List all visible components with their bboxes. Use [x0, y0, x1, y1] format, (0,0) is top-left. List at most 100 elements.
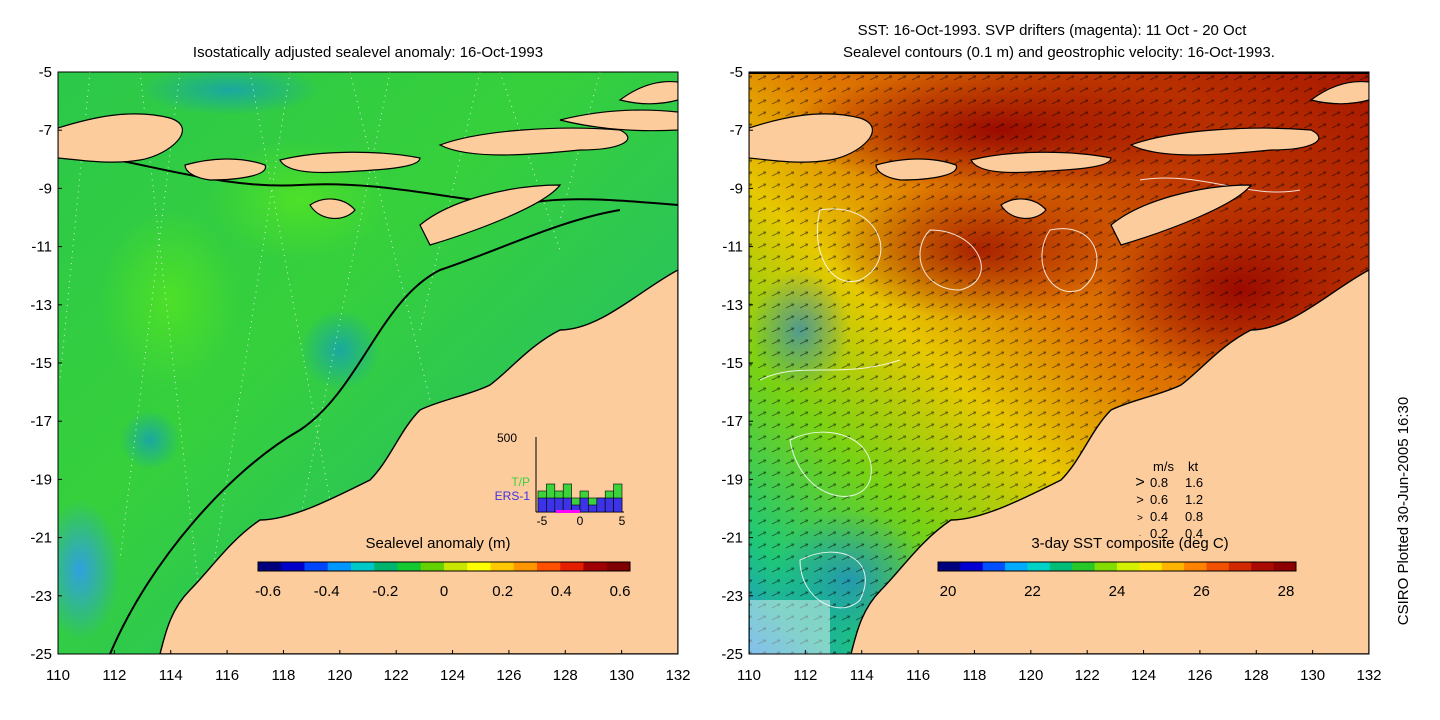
- velocity-legend-kt: 0.8: [1185, 509, 1203, 524]
- inset-legend-ers: ERS-1: [495, 489, 531, 503]
- inset-x-tick-min: -5: [537, 514, 548, 528]
- velocity-legend-arrow: ·: [1139, 531, 1142, 540]
- left-colorbar-cell: [327, 562, 352, 571]
- right-map-y-tick: -19: [721, 471, 743, 488]
- inset-bars: [537, 483, 623, 513]
- right-colorbar-cell: [982, 562, 1006, 571]
- right-map-y-tick: -5: [730, 64, 743, 81]
- right-map-x-tick: 128: [1244, 667, 1269, 684]
- right-colorbar-cell: [1184, 562, 1207, 571]
- right-colorbar-cell: [960, 562, 984, 571]
- left-colorbar-tick: 0.2: [492, 583, 513, 600]
- right-map-y-tick: -15: [721, 355, 743, 372]
- right-map-x-tick: 122: [1075, 667, 1100, 684]
- right-colorbar-cell: [1161, 562, 1185, 571]
- left-colorbar-cell: [583, 562, 608, 571]
- right-colorbar-cell: [1005, 562, 1028, 571]
- right-map-y-tick: -7: [730, 122, 743, 139]
- left-map-y-tick: -25: [30, 646, 52, 663]
- velocity-legend-arrow: >: [1137, 513, 1143, 524]
- right-map-x-tick: 126: [1187, 667, 1212, 684]
- right-colorbar-tick: 22: [1024, 583, 1041, 600]
- left-colorbar-cell: [351, 562, 375, 571]
- right-colorbar-cell: [1049, 562, 1073, 571]
- inset-y-label: 500: [497, 431, 517, 445]
- right-map-y-tick: -21: [721, 530, 743, 547]
- right-colorbar-cell: [1251, 562, 1275, 571]
- velocity-legend-arrow: >: [1135, 474, 1144, 491]
- inset-legend-tp: T/P: [511, 475, 530, 489]
- velocity-legend-header-ms: m/s: [1153, 459, 1174, 474]
- velocity-legend-kt: 1.6: [1185, 475, 1203, 490]
- velocity-legend-kt: 0.4: [1185, 526, 1203, 541]
- left-colorbar-tick: -0.2: [372, 583, 398, 600]
- right-map-title-line1: SST: 16-Oct-1993. SVP drifters (magenta)…: [858, 22, 1248, 39]
- right-colorbar-tick: 20: [940, 583, 957, 600]
- left-map-y-tick: -13: [30, 297, 52, 314]
- left-map-x-tick: 120: [327, 667, 352, 684]
- right-colorbar: 3-day SST composite (deg C) 20 22 24 26 28: [937, 535, 1297, 600]
- right-map-x-tick: 120: [1018, 667, 1043, 684]
- left-map-x-tick: 128: [553, 667, 578, 684]
- left-map-y-tick: -5: [39, 64, 52, 81]
- left-map-y-tick: -11: [31, 239, 52, 256]
- velocity-legend-arrow: >: [1136, 492, 1144, 507]
- velocity-legend-kt: 1.2: [1185, 492, 1203, 507]
- left-colorbar-cell: [420, 562, 445, 571]
- left-map-x-tick: 114: [159, 667, 183, 684]
- inset-ers-bar: [546, 497, 556, 513]
- right-map-x-tick: 116: [906, 667, 930, 684]
- left-map-y-tick: -23: [30, 588, 52, 605]
- plot-credit: CSIRO Plotted 30-Jun-2005 16:30: [1395, 397, 1412, 625]
- inset-ers-bar: [537, 497, 547, 513]
- velocity-legend: m/s kt >0.8 1.6 > 0.6 1.2 > 0.4 0.8 · 0.2 0.4: [1135, 459, 1203, 541]
- left-colorbar-cell: [467, 562, 491, 571]
- right-colorbar-tick: 26: [1193, 583, 1210, 600]
- left-colorbar-tick: -0.4: [314, 583, 340, 600]
- left-map-x-tick: 118: [271, 667, 295, 684]
- left-colorbar-cell: [397, 562, 422, 571]
- velocity-legend-ms: 0.8: [1150, 475, 1168, 490]
- left-map-x-tick: 112: [102, 667, 126, 684]
- left-map-panel: Isostatically adjusted sealevel anomaly:…: [57, 44, 679, 655]
- right-map-x-tick: 130: [1300, 667, 1325, 684]
- right-map-x-tick: 118: [962, 667, 986, 684]
- right-colorbar-tick: 28: [1278, 583, 1295, 600]
- right-map-x-tick: 132: [1356, 667, 1381, 684]
- right-map-y-tick: -13: [721, 297, 743, 314]
- right-colorbar-label: 3-day SST composite (deg C): [1031, 535, 1228, 552]
- left-colorbar: Sealevel anomaly (m) -0.6 -0.4 -0.2 0 0.2 0.4…: [255, 535, 631, 600]
- velocity-legend-ms: 0.6: [1150, 492, 1168, 507]
- left-map-title: Isostatically adjusted sealevel anomaly:…: [193, 44, 543, 61]
- left-colorbar-tick: -0.6: [255, 583, 281, 600]
- left-map-y-tick: -7: [39, 122, 52, 139]
- inset-ers-bar: [588, 504, 598, 513]
- right-map-y-tick: -11: [722, 239, 743, 256]
- left-colorbar-cell: [560, 562, 584, 571]
- right-map-title-line2: Sealevel contours (0.1 m) and geostrophi…: [843, 44, 1275, 61]
- left-colorbar-cell: [258, 562, 282, 571]
- velocity-legend-ms: 0.4: [1150, 509, 1168, 524]
- left-map-area: [58, 72, 678, 654]
- right-colorbar-cell: [1206, 562, 1230, 571]
- left-colorbar-cell: [513, 562, 538, 571]
- right-map-axes: -5 -7 -9 -11 -13 -15 -17 -19 -21 -23 -25 110 112 114 1…: [721, 64, 1381, 684]
- left-map-y-tick: -9: [39, 180, 52, 197]
- left-colorbar-tick: 0.6: [610, 583, 631, 600]
- inset-ers-bar: [579, 497, 589, 513]
- left-colorbar-cell: [281, 562, 305, 571]
- left-colorbar-cell: [537, 562, 561, 571]
- right-map-y-tick: -25: [721, 646, 743, 663]
- left-map-x-tick: 130: [609, 667, 634, 684]
- data-count-inset: 500 T/P ERS-1 -5 0 5: [495, 431, 626, 528]
- right-map-y-tick: -23: [721, 588, 743, 605]
- left-map-x-tick: 116: [215, 667, 239, 684]
- right-map-panel: SST: 16-Oct-1993. SVP drifters (magenta)…: [748, 22, 1370, 655]
- inset-drifter-mark: [556, 510, 580, 513]
- left-colorbar-cell: [490, 562, 515, 571]
- left-map-x-tick: 126: [496, 667, 521, 684]
- right-colorbar-cell: [1139, 562, 1163, 571]
- inset-ers-bar: [613, 497, 623, 513]
- left-colorbar-cell: [606, 562, 631, 571]
- right-map-area: [749, 72, 1369, 654]
